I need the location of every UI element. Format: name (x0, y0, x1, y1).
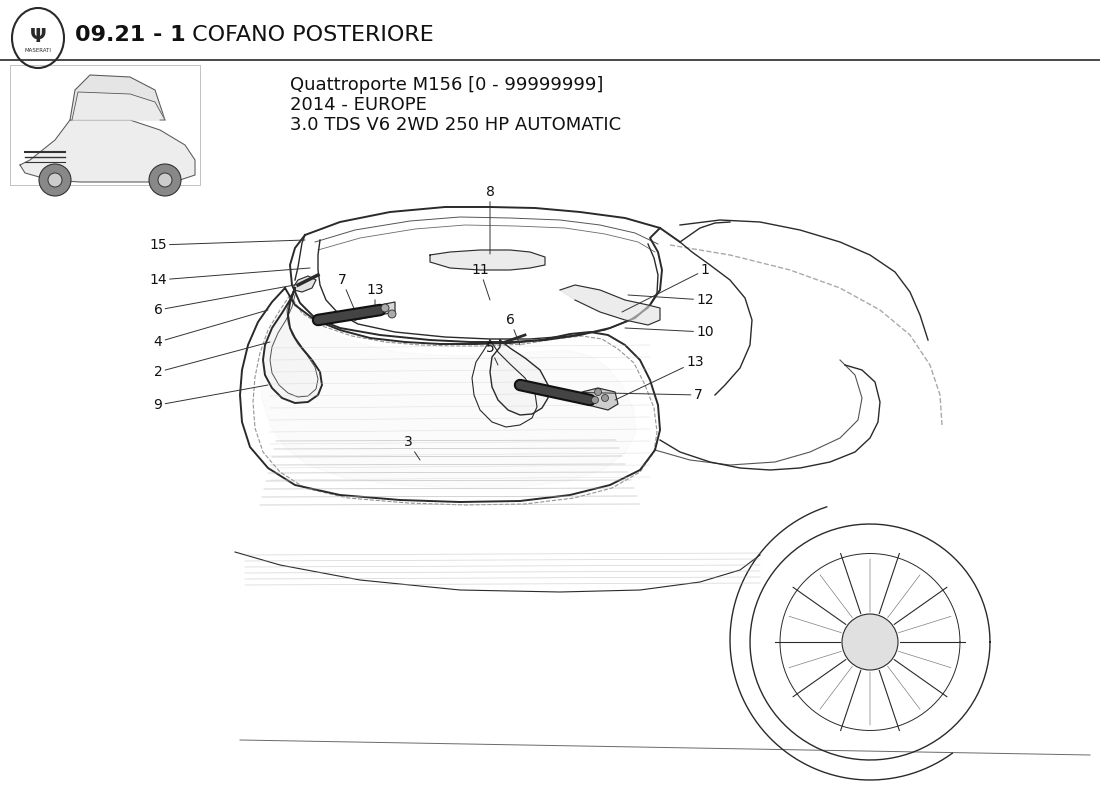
Polygon shape (70, 75, 165, 120)
Text: 14: 14 (150, 268, 310, 287)
Text: 3.0 TDS V6 2WD 250 HP AUTOMATIC: 3.0 TDS V6 2WD 250 HP AUTOMATIC (290, 116, 622, 134)
Text: 09.21 - 1: 09.21 - 1 (75, 25, 186, 45)
Text: 1: 1 (621, 263, 710, 312)
Text: COFANO POSTERIORE: COFANO POSTERIORE (185, 25, 433, 45)
Text: Quattroporte M156 [0 - 99999999]: Quattroporte M156 [0 - 99999999] (290, 76, 604, 94)
Circle shape (148, 164, 182, 196)
Circle shape (48, 173, 62, 187)
Text: MASERATI: MASERATI (24, 47, 52, 53)
Text: 5: 5 (485, 341, 498, 365)
Text: 11: 11 (471, 263, 490, 300)
Text: 7: 7 (560, 388, 703, 402)
Circle shape (39, 164, 72, 196)
Circle shape (381, 304, 389, 312)
Text: 9: 9 (154, 385, 268, 412)
Polygon shape (263, 288, 322, 403)
Text: 6: 6 (154, 284, 300, 317)
Text: 8: 8 (485, 185, 494, 254)
Polygon shape (20, 120, 195, 182)
Text: 13: 13 (366, 283, 384, 312)
Circle shape (158, 173, 172, 187)
Polygon shape (294, 276, 316, 292)
Text: 13: 13 (615, 355, 704, 400)
Polygon shape (490, 340, 548, 415)
Text: 3: 3 (404, 435, 420, 460)
Circle shape (602, 394, 608, 402)
Text: 6: 6 (506, 313, 520, 345)
Circle shape (592, 397, 598, 403)
Polygon shape (72, 92, 165, 120)
Circle shape (594, 389, 602, 395)
Polygon shape (560, 285, 660, 325)
Circle shape (388, 310, 396, 318)
Text: 2: 2 (154, 342, 270, 379)
Text: 10: 10 (625, 325, 714, 339)
Polygon shape (260, 300, 636, 488)
Polygon shape (350, 302, 395, 320)
Text: Ψ: Ψ (30, 26, 46, 46)
Polygon shape (582, 388, 618, 410)
Polygon shape (430, 250, 544, 270)
Text: 7: 7 (338, 273, 358, 318)
Text: 2014 - EUROPE: 2014 - EUROPE (290, 96, 427, 114)
Text: 15: 15 (150, 238, 305, 252)
Circle shape (842, 614, 898, 670)
Text: 12: 12 (628, 293, 714, 307)
Text: 4: 4 (154, 310, 268, 349)
